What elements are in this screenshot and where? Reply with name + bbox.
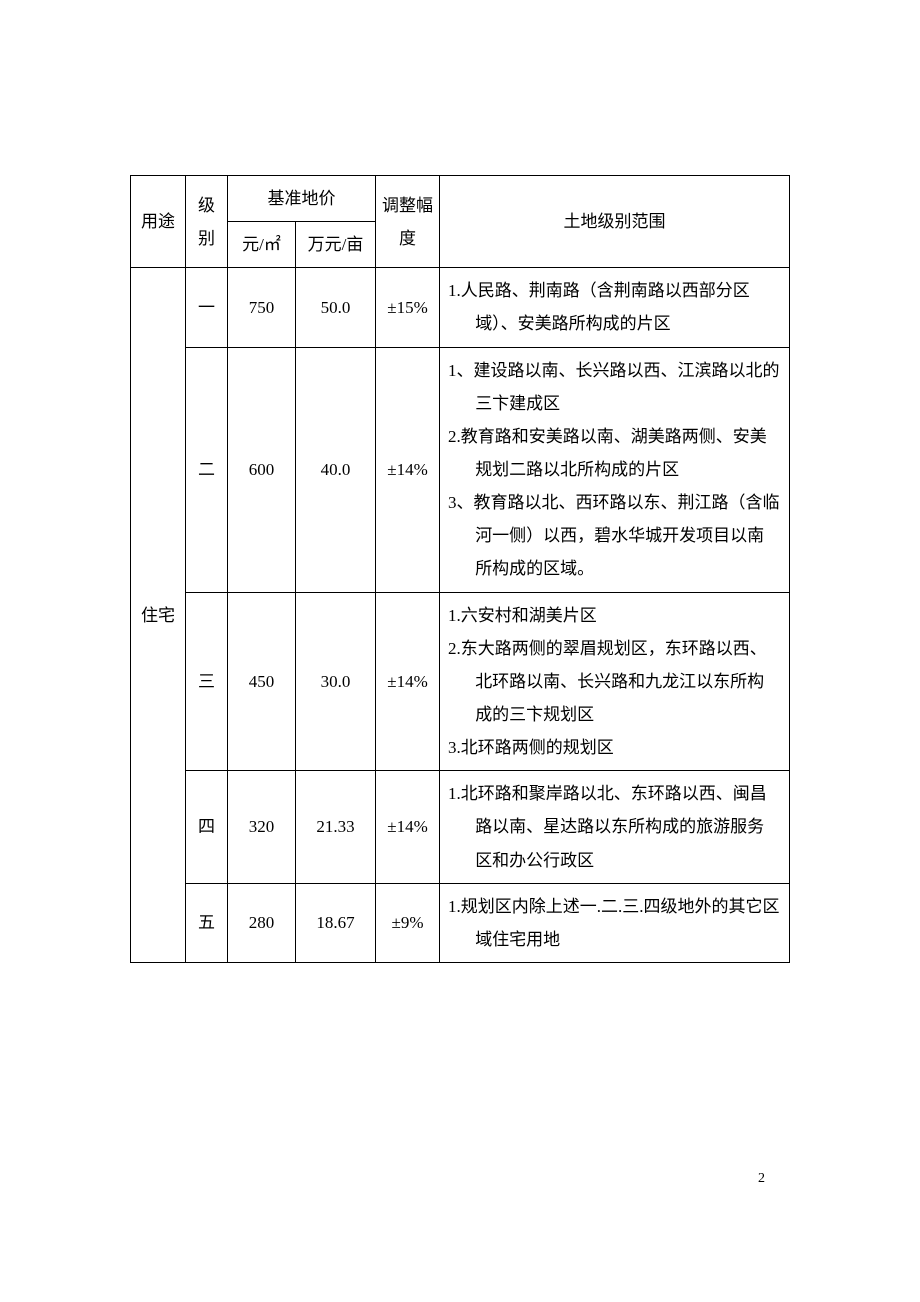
header-usage: 用途 [131, 176, 186, 268]
range-item: 1.规划区内除上述一.二.三.四级地外的其它区域住宅用地 [448, 890, 781, 956]
adjustment-cell: ±14% [376, 592, 440, 771]
level-cell: 三 [186, 592, 228, 771]
range-content: 1.规划区内除上述一.二.三.四级地外的其它区域住宅用地 [448, 890, 781, 956]
range-item: 2.东大路两侧的翠眉规划区，东环路以西、北环路以南、长兴路和九龙江以东所构成的三… [448, 632, 781, 731]
range-content: 1.六安村和湖美片区2.东大路两侧的翠眉规划区，东环路以西、北环路以南、长兴路和… [448, 599, 781, 765]
range-cell: 1.六安村和湖美片区2.东大路两侧的翠眉规划区，东环路以西、北环路以南、长兴路和… [440, 592, 790, 771]
range-cell: 1.北环路和聚岸路以北、东环路以西、闽昌路以南、星达路以东所构成的旅游服务区和办… [440, 771, 790, 883]
header-price-mu: 万元/亩 [296, 222, 376, 268]
price-mu-cell: 18.67 [296, 883, 376, 962]
range-content: 1.北环路和聚岸路以北、东环路以西、闽昌路以南、星达路以东所构成的旅游服务区和办… [448, 777, 781, 876]
price-sqm-cell: 750 [228, 268, 296, 347]
range-item: 1.北环路和聚岸路以北、东环路以西、闽昌路以南、星达路以东所构成的旅游服务区和办… [448, 777, 781, 876]
range-item: 1.人民路、荆南路（含荆南路以西部分区域）、安美路所构成的片区 [448, 274, 781, 340]
table-row: 住宅 一 750 50.0 ±15% 1.人民路、荆南路（含荆南路以西部分区域）… [131, 268, 790, 347]
range-item: 1.六安村和湖美片区 [448, 599, 781, 632]
usage-cell: 住宅 [131, 268, 186, 963]
range-item: 3、教育路以北、西环路以东、荆江路（含临河一侧）以西，碧水华城开发项目以南所构成… [448, 486, 781, 585]
price-mu-cell: 50.0 [296, 268, 376, 347]
page-container: 用途 级别 基准地价 调整幅度 土地级别范围 元/㎡ 万元/亩 住宅 一 750… [0, 0, 920, 963]
price-sqm-cell: 600 [228, 347, 296, 592]
table-row: 四 320 21.33 ±14% 1.北环路和聚岸路以北、东环路以西、闽昌路以南… [131, 771, 790, 883]
range-item: 1、建设路以南、长兴路以西、江滨路以北的三卞建成区 [448, 354, 781, 420]
header-land-range: 土地级别范围 [440, 176, 790, 268]
header-base-price: 基准地价 [228, 176, 376, 222]
range-content: 1、建设路以南、长兴路以西、江滨路以北的三卞建成区2.教育路和安美路以南、湖美路… [448, 354, 781, 586]
adjustment-cell: ±9% [376, 883, 440, 962]
header-adjustment: 调整幅度 [376, 176, 440, 268]
table-row: 五 280 18.67 ±9% 1.规划区内除上述一.二.三.四级地外的其它区域… [131, 883, 790, 962]
level-cell: 二 [186, 347, 228, 592]
price-mu-cell: 21.33 [296, 771, 376, 883]
table-row: 三 450 30.0 ±14% 1.六安村和湖美片区2.东大路两侧的翠眉规划区，… [131, 592, 790, 771]
level-cell: 五 [186, 883, 228, 962]
range-item: 3.北环路两侧的规划区 [448, 731, 781, 764]
adjustment-cell: ±14% [376, 771, 440, 883]
adjustment-cell: ±14% [376, 347, 440, 592]
range-item: 2.教育路和安美路以南、湖美路两侧、安美规划二路以北所构成的片区 [448, 420, 781, 486]
range-cell: 1、建设路以南、长兴路以西、江滨路以北的三卞建成区2.教育路和安美路以南、湖美路… [440, 347, 790, 592]
price-mu-cell: 40.0 [296, 347, 376, 592]
table-body: 住宅 一 750 50.0 ±15% 1.人民路、荆南路（含荆南路以西部分区域）… [131, 268, 790, 963]
page-number: 2 [758, 1171, 765, 1187]
price-sqm-cell: 280 [228, 883, 296, 962]
level-cell: 四 [186, 771, 228, 883]
table-row: 二 600 40.0 ±14% 1、建设路以南、长兴路以西、江滨路以北的三卞建成… [131, 347, 790, 592]
level-cell: 一 [186, 268, 228, 347]
price-sqm-cell: 320 [228, 771, 296, 883]
range-cell: 1.人民路、荆南路（含荆南路以西部分区域）、安美路所构成的片区 [440, 268, 790, 347]
price-mu-cell: 30.0 [296, 592, 376, 771]
header-row-1: 用途 级别 基准地价 调整幅度 土地级别范围 [131, 176, 790, 222]
range-content: 1.人民路、荆南路（含荆南路以西部分区域）、安美路所构成的片区 [448, 274, 781, 340]
header-level: 级别 [186, 176, 228, 268]
land-price-table: 用途 级别 基准地价 调整幅度 土地级别范围 元/㎡ 万元/亩 住宅 一 750… [130, 175, 790, 963]
adjustment-cell: ±15% [376, 268, 440, 347]
header-price-sqm: 元/㎡ [228, 222, 296, 268]
range-cell: 1.规划区内除上述一.二.三.四级地外的其它区域住宅用地 [440, 883, 790, 962]
price-sqm-cell: 450 [228, 592, 296, 771]
